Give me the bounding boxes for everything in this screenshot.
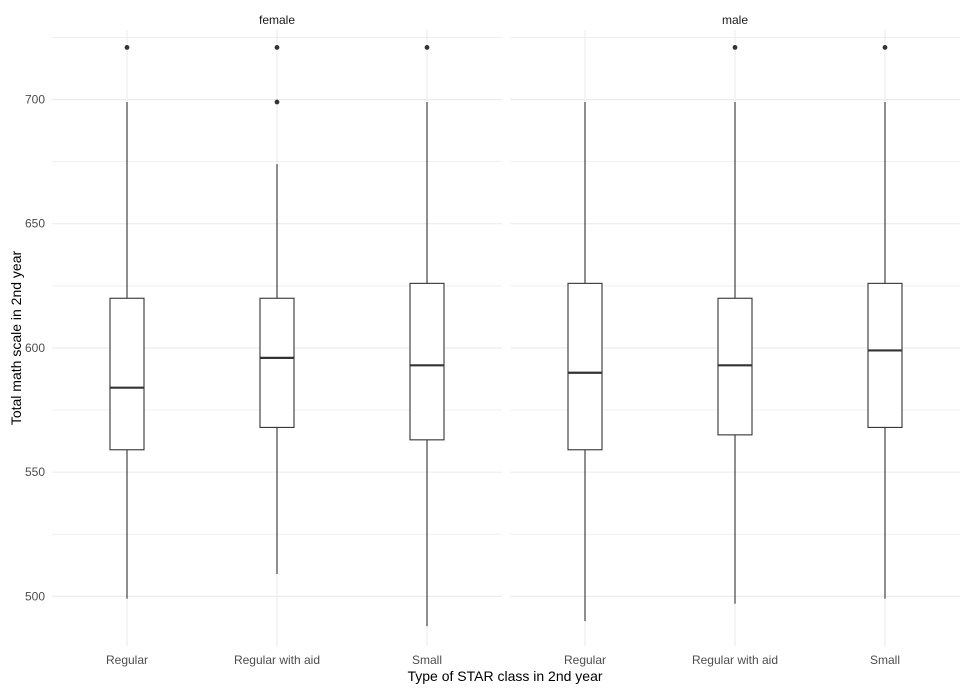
- facet-label-female: female: [259, 13, 295, 27]
- outlier-point: [882, 44, 888, 50]
- box-iqr: [717, 297, 753, 436]
- box-iqr: [409, 282, 445, 441]
- y-tick-label: 700: [25, 93, 45, 107]
- box-female-regular-with-aid: [259, 44, 295, 574]
- x-tick-label: Small: [870, 653, 900, 667]
- box-male-regular-with-aid: [717, 44, 753, 604]
- x-tick-label: Regular: [564, 653, 606, 667]
- x-tick-label: Small: [412, 653, 442, 667]
- text-layer: female Regular Regular with aid Small male Re…: [25, 13, 900, 667]
- y-axis-title: Total math scale in 2nd year: [8, 251, 24, 426]
- y-tick-label: 500: [25, 589, 45, 603]
- outlier-point: [732, 44, 738, 50]
- box-female-regular: [109, 44, 145, 599]
- outlier-point: [274, 99, 280, 105]
- y-tick-label: 550: [25, 465, 45, 479]
- outlier-point: [274, 44, 280, 50]
- box-layer: [109, 44, 903, 627]
- box-iqr: [567, 282, 603, 451]
- box-iqr: [259, 297, 295, 428]
- box-iqr: [867, 282, 903, 428]
- box-iqr: [109, 297, 145, 451]
- x-tick-label: Regular with aid: [234, 653, 320, 667]
- y-tick-label: 650: [25, 217, 45, 231]
- box-male-regular: [567, 102, 603, 622]
- x-tick-label: Regular: [106, 653, 148, 667]
- outlier-point: [124, 44, 130, 50]
- y-tick-label: 600: [25, 341, 45, 355]
- box-female-small: [409, 44, 445, 627]
- outlier-point: [424, 44, 430, 50]
- x-tick-label: Regular with aid: [692, 653, 778, 667]
- facet-label-male: male: [722, 13, 748, 27]
- x-axis-title: Type of STAR class in 2nd year: [407, 668, 602, 684]
- box-male-small: [867, 44, 903, 599]
- grid-layer: [52, 30, 960, 646]
